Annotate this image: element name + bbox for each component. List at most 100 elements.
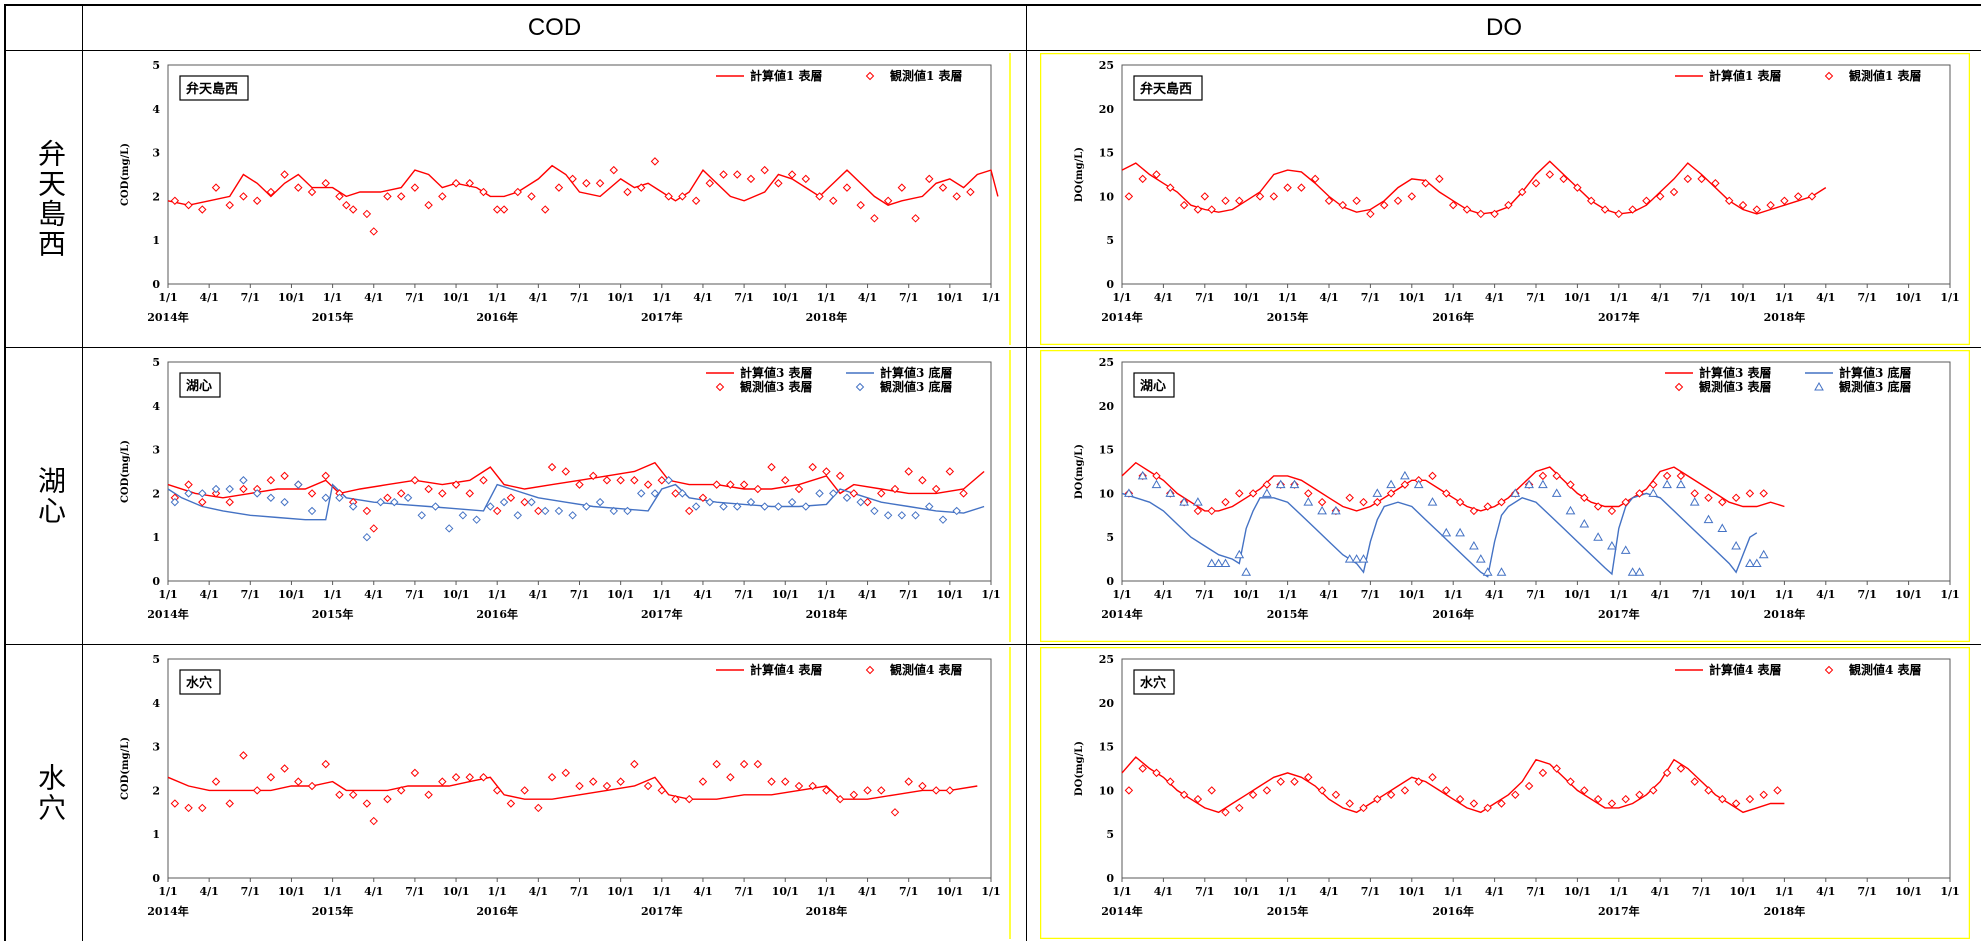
data-point	[506, 493, 516, 502]
legend-swatch	[1824, 71, 1834, 81]
station-label-box	[179, 669, 221, 695]
series-line	[167, 483, 985, 521]
x-tick-label: 4/1	[364, 588, 383, 601]
data-point	[369, 227, 378, 236]
x-tick-label: 7/1	[570, 291, 589, 304]
data-point	[678, 489, 687, 498]
y-axis-label: DO(mg/L)	[1074, 741, 1085, 796]
data-point	[938, 183, 948, 192]
chart-frame	[1040, 53, 1970, 345]
x-tick-label: 10/1	[278, 588, 305, 601]
y-tick-label: 5	[1106, 531, 1114, 544]
data-point	[198, 497, 207, 507]
x-year-label: 2014年	[1101, 904, 1143, 918]
x-tick-label: 10/1	[278, 885, 305, 898]
x-year-label: 2016年	[1432, 607, 1474, 621]
table-border-top	[4, 4, 1981, 6]
data-point	[1344, 554, 1355, 563]
x-tick-label: 10/1	[607, 291, 634, 304]
data-point	[362, 506, 372, 516]
data-point	[1731, 540, 1741, 550]
x-tick-label: 1/1	[652, 291, 671, 304]
x-tick-label: 10/1	[278, 291, 305, 304]
data-point	[1635, 790, 1644, 799]
data-point	[1475, 554, 1486, 563]
data-point	[1317, 786, 1327, 795]
data-point	[1635, 489, 1644, 498]
series-line	[1121, 756, 1785, 814]
data-point	[1586, 196, 1596, 205]
x-tick-label: 10/1	[936, 885, 963, 898]
data-point	[870, 506, 879, 516]
data-point	[1235, 803, 1244, 813]
x-tick-label: 10/1	[1730, 885, 1757, 898]
x-year-label: 2017年	[641, 310, 683, 324]
data-point	[1648, 488, 1659, 497]
data-point	[1807, 192, 1817, 201]
data-point	[1193, 205, 1203, 214]
x-tick-label: 4/1	[1816, 885, 1835, 898]
y-tick-label: 4	[152, 400, 160, 413]
data-point	[1566, 777, 1575, 786]
data-point	[1497, 497, 1506, 507]
data-point	[1331, 505, 1341, 515]
series-line	[1121, 160, 1827, 215]
x-tick-label: 7/1	[405, 291, 424, 304]
y-axis-label: COD(mg/L)	[120, 143, 131, 206]
x-tick-label: 4/1	[858, 291, 877, 304]
data-point	[1241, 567, 1252, 576]
data-point	[925, 502, 934, 511]
x-tick-label: 4/1	[1485, 588, 1504, 601]
x-tick-label: 4/1	[1319, 291, 1338, 304]
x-tick-label: 7/1	[1361, 291, 1380, 304]
x-tick-label: 10/1	[1730, 588, 1757, 601]
x-tick-label: 7/1	[1858, 588, 1877, 601]
data-point	[335, 493, 344, 502]
data-point	[1718, 794, 1727, 804]
x-tick-label: 10/1	[1398, 885, 1425, 898]
data-point	[1166, 777, 1175, 786]
x-tick-label: 4/1	[199, 588, 218, 601]
data-point	[911, 511, 920, 520]
x-tick-label: 10/1	[1564, 588, 1591, 601]
x-year-label: 2017年	[1598, 310, 1640, 324]
data-point	[362, 799, 372, 808]
data-point	[225, 484, 234, 494]
data-point	[1283, 183, 1292, 192]
data-point	[1579, 519, 1590, 528]
data-point	[1593, 532, 1603, 541]
data-point	[829, 489, 838, 498]
data-point	[1304, 489, 1313, 498]
data-point	[1751, 558, 1762, 567]
data-point	[589, 777, 598, 786]
data-point	[1379, 200, 1389, 210]
legend-label: 計算値4 表層	[1709, 662, 1782, 677]
data-point	[307, 489, 317, 498]
y-tick-label: 5	[1106, 234, 1114, 247]
x-tick-label: 7/1	[1526, 588, 1545, 601]
data-point	[753, 484, 763, 494]
y-tick-label: 20	[1099, 697, 1115, 710]
x-tick-label: 10/1	[1895, 885, 1922, 898]
data-point	[369, 816, 378, 826]
data-point	[842, 493, 852, 502]
station-label: 弁天島西	[1140, 81, 1192, 97]
x-tick-label: 4/1	[364, 291, 383, 304]
data-point	[465, 179, 474, 188]
data-point	[266, 476, 276, 485]
data-point	[280, 170, 289, 179]
x-tick-label: 4/1	[1816, 588, 1835, 601]
data-point	[1413, 479, 1424, 489]
x-year-label: 2015年	[312, 607, 354, 621]
data-point	[1510, 488, 1521, 497]
x-tick-label: 1/1	[1609, 291, 1628, 304]
x-tick-label: 10/1	[1730, 291, 1757, 304]
data-point	[1303, 497, 1314, 506]
data-point	[739, 480, 749, 489]
data-point	[870, 214, 879, 223]
data-point	[541, 506, 550, 516]
data-point	[1552, 764, 1561, 773]
x-tick-label: 7/1	[241, 291, 260, 304]
data-point	[760, 502, 769, 511]
x-tick-label: 4/1	[693, 885, 712, 898]
